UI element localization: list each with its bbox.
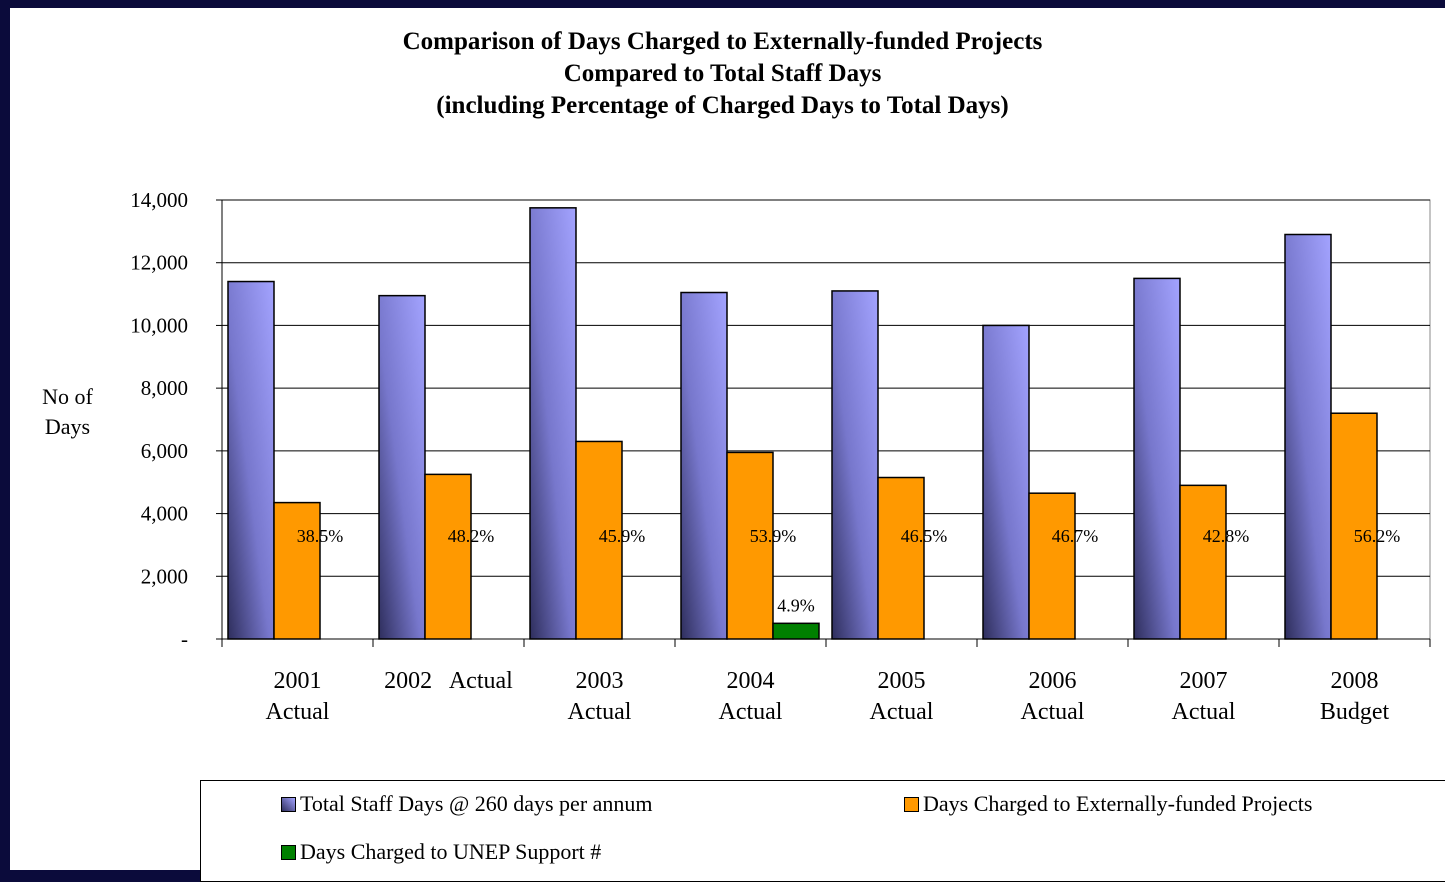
legend-item: Days Charged to Externally-funded Projec… (904, 791, 1312, 817)
x-tick-label: 2008 Budget (1319, 668, 1390, 725)
bar (680, 291, 728, 640)
bar (772, 622, 820, 640)
bar (227, 280, 275, 640)
bar (529, 207, 577, 640)
legend-label: Days Charged to UNEP Support # (300, 839, 602, 864)
data-label: 53.9% (750, 526, 797, 546)
x-tick-label: 2005 Actual (869, 668, 934, 725)
data-label: 42.8% (1203, 526, 1250, 546)
y-tick-label: 10,000 (130, 313, 188, 337)
legend: Total Staff Days @ 260 days per annum Day… (200, 780, 1445, 882)
legend-label: Days Charged to Externally-funded Projec… (923, 791, 1313, 816)
data-label: 38.5% (297, 526, 344, 546)
data-label: 46.5% (901, 526, 948, 546)
y-tick-label: 14,000 (130, 188, 188, 212)
x-tick-label: 2003 Actual (567, 668, 632, 725)
data-label: 4.9% (777, 595, 815, 615)
data-label: 46.7% (1052, 526, 1099, 546)
x-tick-label: 2004 Actual (718, 668, 783, 725)
y-tick-label: 2,000 (141, 564, 188, 588)
data-label: 45.9% (599, 526, 646, 546)
chart-title: Comparison of Days Charged to Externally… (402, 28, 1043, 119)
bar (1179, 484, 1227, 640)
legend-item: Days Charged to UNEP Support # (281, 839, 601, 865)
data-label: 56.2% (1354, 526, 1401, 546)
bar (378, 294, 426, 640)
bar (1330, 412, 1378, 640)
data-label: 48.2% (448, 526, 495, 546)
bar (877, 476, 925, 640)
y-tick-label: 8,000 (141, 376, 188, 400)
x-tick-label: 2002 Actual (384, 668, 513, 694)
y-axis-title: No of Days (42, 384, 93, 439)
y-tick-label: - (181, 627, 188, 651)
y-tick-label: 12,000 (130, 251, 188, 275)
y-tick-label: 6,000 (141, 439, 188, 463)
bar (424, 473, 472, 640)
x-tick-label: 2001 Actual (265, 668, 330, 725)
bar (575, 440, 623, 640)
bar (982, 324, 1030, 640)
legend-swatch (904, 796, 919, 812)
bar (1028, 492, 1076, 640)
legend-swatch (281, 796, 296, 812)
bar (831, 290, 879, 640)
bar (1284, 233, 1332, 640)
x-tick-label: 2006 Actual (1020, 668, 1085, 725)
bar (273, 501, 321, 640)
legend-swatch (281, 844, 296, 860)
x-tick-label: 2007 Actual (1171, 668, 1236, 725)
bar (1133, 277, 1181, 640)
y-tick-label: 4,000 (141, 502, 188, 526)
legend-item: Total Staff Days @ 260 days per annum (281, 791, 653, 817)
bar (726, 451, 774, 640)
legend-label: Total Staff Days @ 260 days per annum (300, 791, 653, 816)
